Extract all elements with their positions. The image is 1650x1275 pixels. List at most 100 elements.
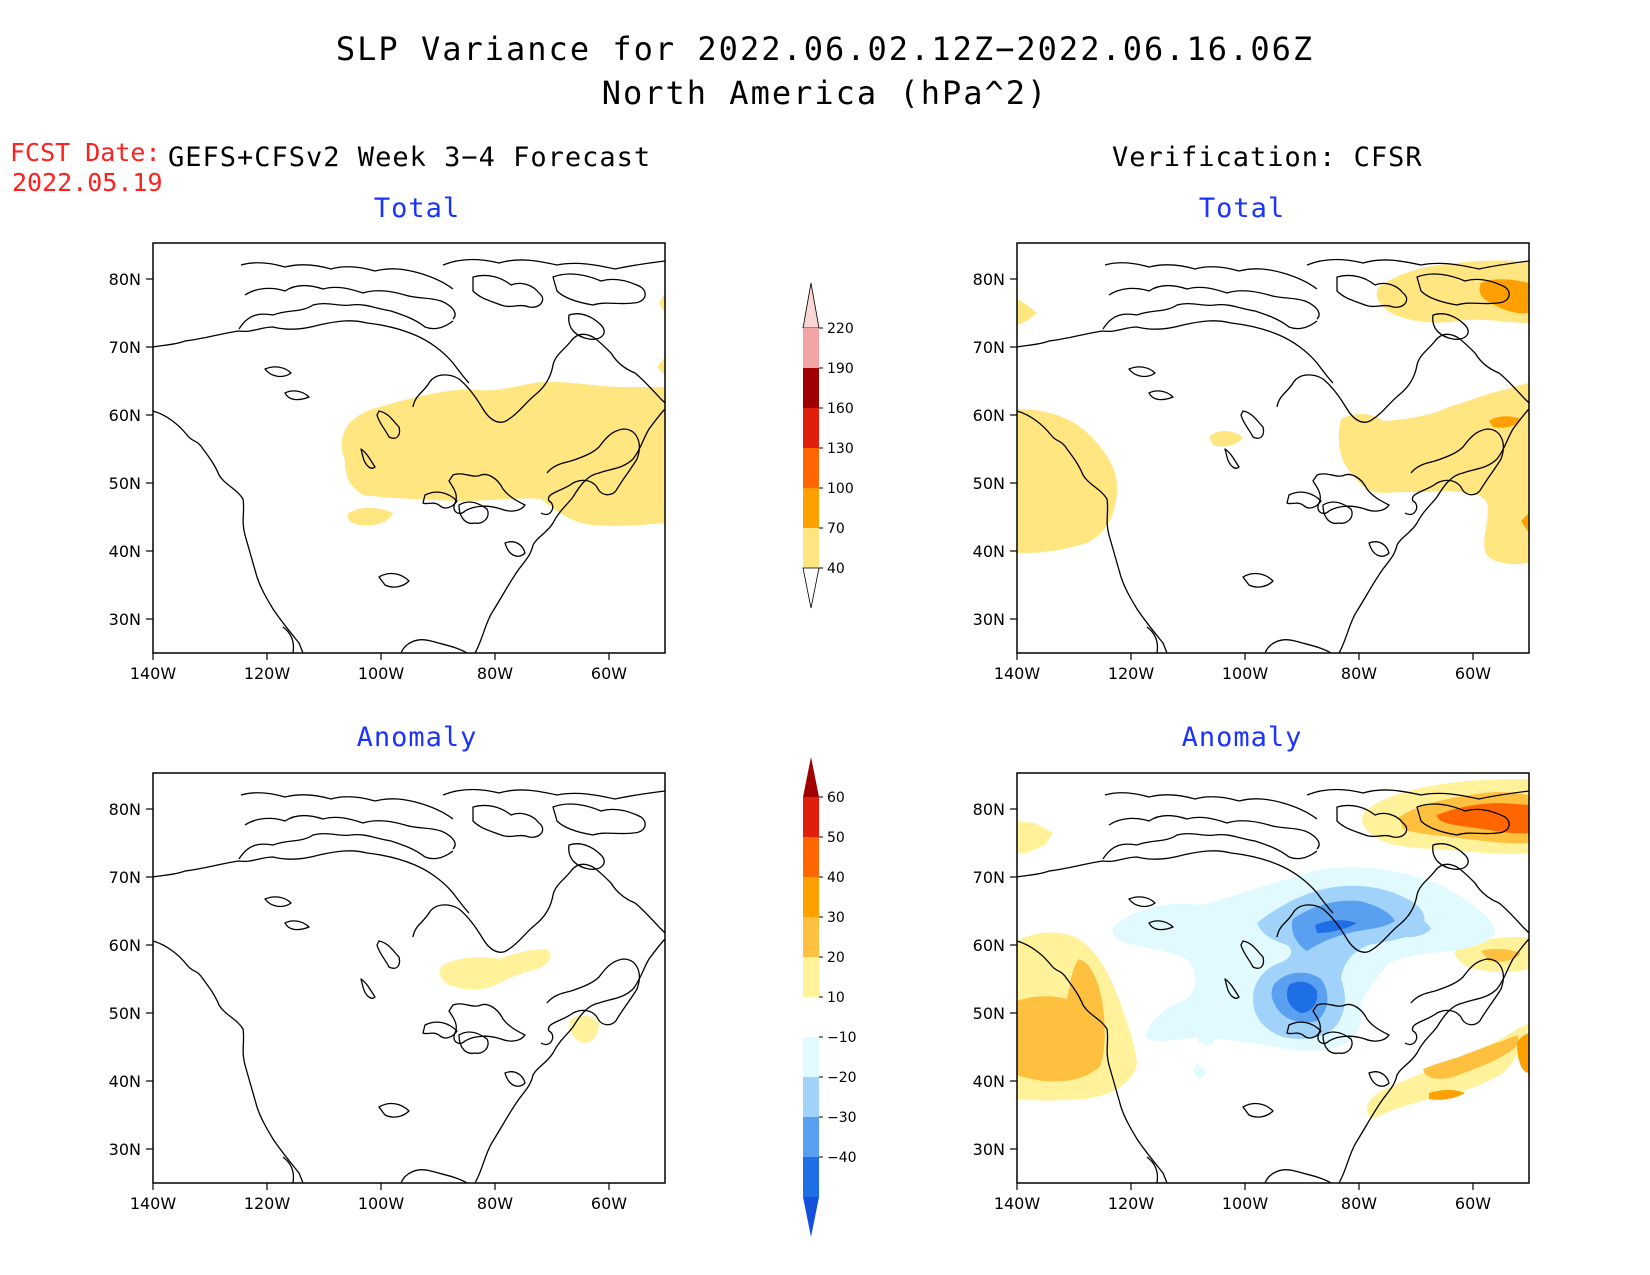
colorbar-anomaly-swatch (803, 917, 819, 957)
lat-label: 70N (973, 868, 1005, 887)
map-verification-total (1009, 242, 1530, 661)
lon-label: 80W (477, 1194, 513, 1213)
colorbar-total-swatch (803, 328, 819, 368)
shading-forecast-total (341, 293, 665, 526)
lat-label: 50N (973, 474, 1005, 493)
panel-title-verification-total: Total (1198, 193, 1286, 224)
colorbar-anomaly-label: 20 (827, 950, 845, 966)
colorbar-total-bottom-triangle (802, 567, 820, 609)
lat-label: 80N (973, 800, 1005, 819)
colorbar-anomaly-swatch (803, 837, 819, 877)
colorbar-total-label: 40 (827, 561, 845, 577)
lat-label: 80N (109, 800, 141, 819)
lat-label: 80N (109, 270, 141, 289)
colorbar-total-label: 220 (827, 321, 854, 337)
colorbar-anomaly-label: 50 (827, 830, 845, 846)
lat-label: 40N (973, 542, 1005, 561)
lon-label: 60W (591, 664, 627, 683)
lat-label: 30N (973, 1140, 1005, 1159)
colorbar-anomaly-bottom-triangle (803, 1197, 819, 1237)
lon-label: 140W (130, 664, 177, 683)
lat-label: 40N (109, 1072, 141, 1091)
lat-label: 50N (973, 1004, 1005, 1023)
lat-label: 60N (109, 936, 141, 955)
map-forecast-anomaly (145, 772, 666, 1191)
fcst-date-label: FCST Date: (10, 138, 161, 167)
lat-label: 80N (973, 270, 1005, 289)
lat-label: 70N (973, 338, 1005, 357)
shading-verification-total (1017, 260, 1529, 565)
colorbar-anomaly-swatch (803, 1077, 819, 1117)
shading-forecast-anomaly (439, 949, 599, 1043)
colorbar-total-swatch (803, 448, 819, 488)
axis-labels: 80N 70N 60N 50N 40N 30N 140W 120W 100W 80W 60W 80N 7… (109, 270, 1492, 1213)
colorbar-anomaly-swatch (803, 877, 819, 917)
map-verification-anomaly (1009, 772, 1530, 1191)
colorbar-anomaly-swatch (803, 797, 819, 837)
lat-label: 40N (973, 1072, 1005, 1091)
lon-label: 100W (358, 1194, 405, 1213)
lon-label: 140W (994, 1194, 1041, 1213)
colorbar-anomaly-label: 10 (827, 990, 845, 1006)
lon-label: 60W (1455, 1194, 1491, 1213)
column-header-verification: Verification: CFSR (1112, 142, 1423, 173)
lat-label: 40N (109, 542, 141, 561)
column-header-forecast: GEFS+CFSv2 Week 3−4 Forecast (168, 142, 652, 173)
lon-label: 120W (1108, 1194, 1155, 1213)
panel-title-forecast-anomaly: Anomaly (356, 722, 478, 753)
lon-label: 100W (1222, 1194, 1269, 1213)
colorbar-total: 220 190 160 130 100 70 40 (802, 282, 854, 609)
colorbar-anomaly-label: −10 (827, 1030, 857, 1046)
lon-label: 60W (1455, 664, 1491, 683)
colorbar-total-swatch (803, 488, 819, 528)
colorbar-total-label: 190 (827, 361, 854, 377)
lon-label: 80W (477, 664, 513, 683)
colorbar-total-swatch (803, 528, 819, 568)
lon-label: 80W (1341, 664, 1377, 683)
colorbar-anomaly-swatch (803, 957, 819, 997)
colorbar-anomaly-top-triangle (803, 757, 819, 797)
colorbar-total-label: 130 (827, 441, 854, 457)
colorbar-anomaly-swatch (803, 1157, 819, 1197)
lat-label: 60N (109, 406, 141, 425)
colorbar-anomaly-label: 40 (827, 870, 845, 886)
lat-label: 50N (109, 1004, 141, 1023)
colorbar-total-label: 160 (827, 401, 854, 417)
panel-title-forecast-total: Total (373, 193, 461, 224)
lat-label: 50N (109, 474, 141, 493)
colorbar-anomaly: 60 50 40 30 20 10 −10 −20 −30 −40 (803, 757, 857, 1237)
lon-label: 80W (1341, 1194, 1377, 1213)
colorbar-total-swatch (803, 368, 819, 408)
lon-label: 140W (130, 1194, 177, 1213)
main-title: SLP Variance for 2022.06.02.12Z−2022.06.… (335, 30, 1315, 68)
lat-label: 30N (109, 610, 141, 629)
colorbar-anomaly-swatch (803, 1037, 819, 1077)
colorbar-anomaly-label: −20 (827, 1070, 857, 1086)
colorbar-anomaly-label: −40 (827, 1150, 857, 1166)
lat-label: 60N (973, 936, 1005, 955)
colorbar-anomaly-label: −30 (827, 1110, 857, 1126)
lon-label: 100W (1222, 664, 1269, 683)
panel-title-verification-anomaly: Anomaly (1181, 722, 1303, 753)
lon-label: 120W (1108, 664, 1155, 683)
colorbar-anomaly-swatch (803, 997, 819, 1037)
lon-label: 60W (591, 1194, 627, 1213)
colorbar-anomaly-label: 30 (827, 910, 845, 926)
colorbar-total-swatch (803, 408, 819, 448)
colorbar-total-label: 100 (827, 481, 854, 497)
lat-label: 30N (973, 610, 1005, 629)
lon-label: 120W (244, 1194, 291, 1213)
colorbar-anomaly-swatch (803, 1117, 819, 1157)
colorbar-total-top-triangle (802, 282, 820, 329)
lat-label: 70N (109, 868, 141, 887)
fcst-date-value: 2022.05.19 (12, 168, 163, 197)
shading-verification-anomaly (1017, 779, 1529, 1119)
colorbar-total-label: 70 (827, 521, 845, 537)
lat-label: 70N (109, 338, 141, 357)
lat-label: 60N (973, 406, 1005, 425)
lon-label: 140W (994, 664, 1041, 683)
lon-label: 120W (244, 664, 291, 683)
lon-label: 100W (358, 664, 405, 683)
colorbar-anomaly-label: 60 (827, 790, 845, 806)
